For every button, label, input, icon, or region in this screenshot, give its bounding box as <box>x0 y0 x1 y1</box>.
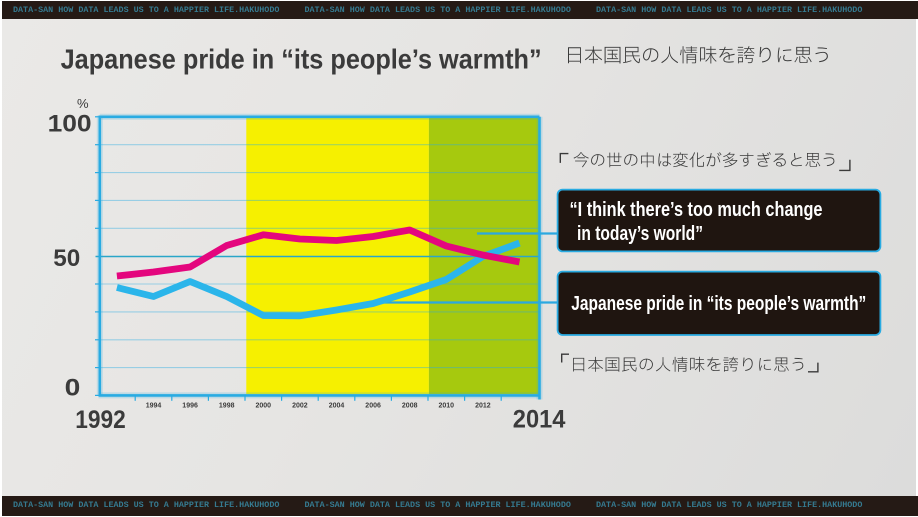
svg-text:Japanese pride in “its people’: Japanese pride in “its people’s warmth” <box>61 44 542 75</box>
svg-text:2010: 2010 <box>439 403 455 410</box>
svg-text:2012: 2012 <box>475 403 491 410</box>
svg-text:“I think there’s too much chan: “I think there’s too much change <box>570 199 823 221</box>
svg-text:1992: 1992 <box>75 406 126 434</box>
svg-text:0: 0 <box>65 375 81 402</box>
svg-text:in today’s world”: in today’s world” <box>577 223 703 245</box>
svg-text:2008: 2008 <box>402 403 418 410</box>
svg-text:2004: 2004 <box>329 403 345 410</box>
svg-text:2014: 2014 <box>513 406 566 434</box>
svg-text:1994: 1994 <box>146 403 162 410</box>
svg-text:1998: 1998 <box>219 403 235 410</box>
svg-text:1996: 1996 <box>182 403 198 410</box>
svg-text:2002: 2002 <box>292 403 308 410</box>
svg-text:%: % <box>77 96 89 111</box>
svg-text:2006: 2006 <box>365 403 381 410</box>
svg-text:2000: 2000 <box>256 403 272 410</box>
svg-text:100: 100 <box>48 111 92 138</box>
svg-text:Japanese pride in “its people’: Japanese pride in “its people’s warmth” <box>571 293 866 315</box>
svg-text:50: 50 <box>53 245 80 272</box>
